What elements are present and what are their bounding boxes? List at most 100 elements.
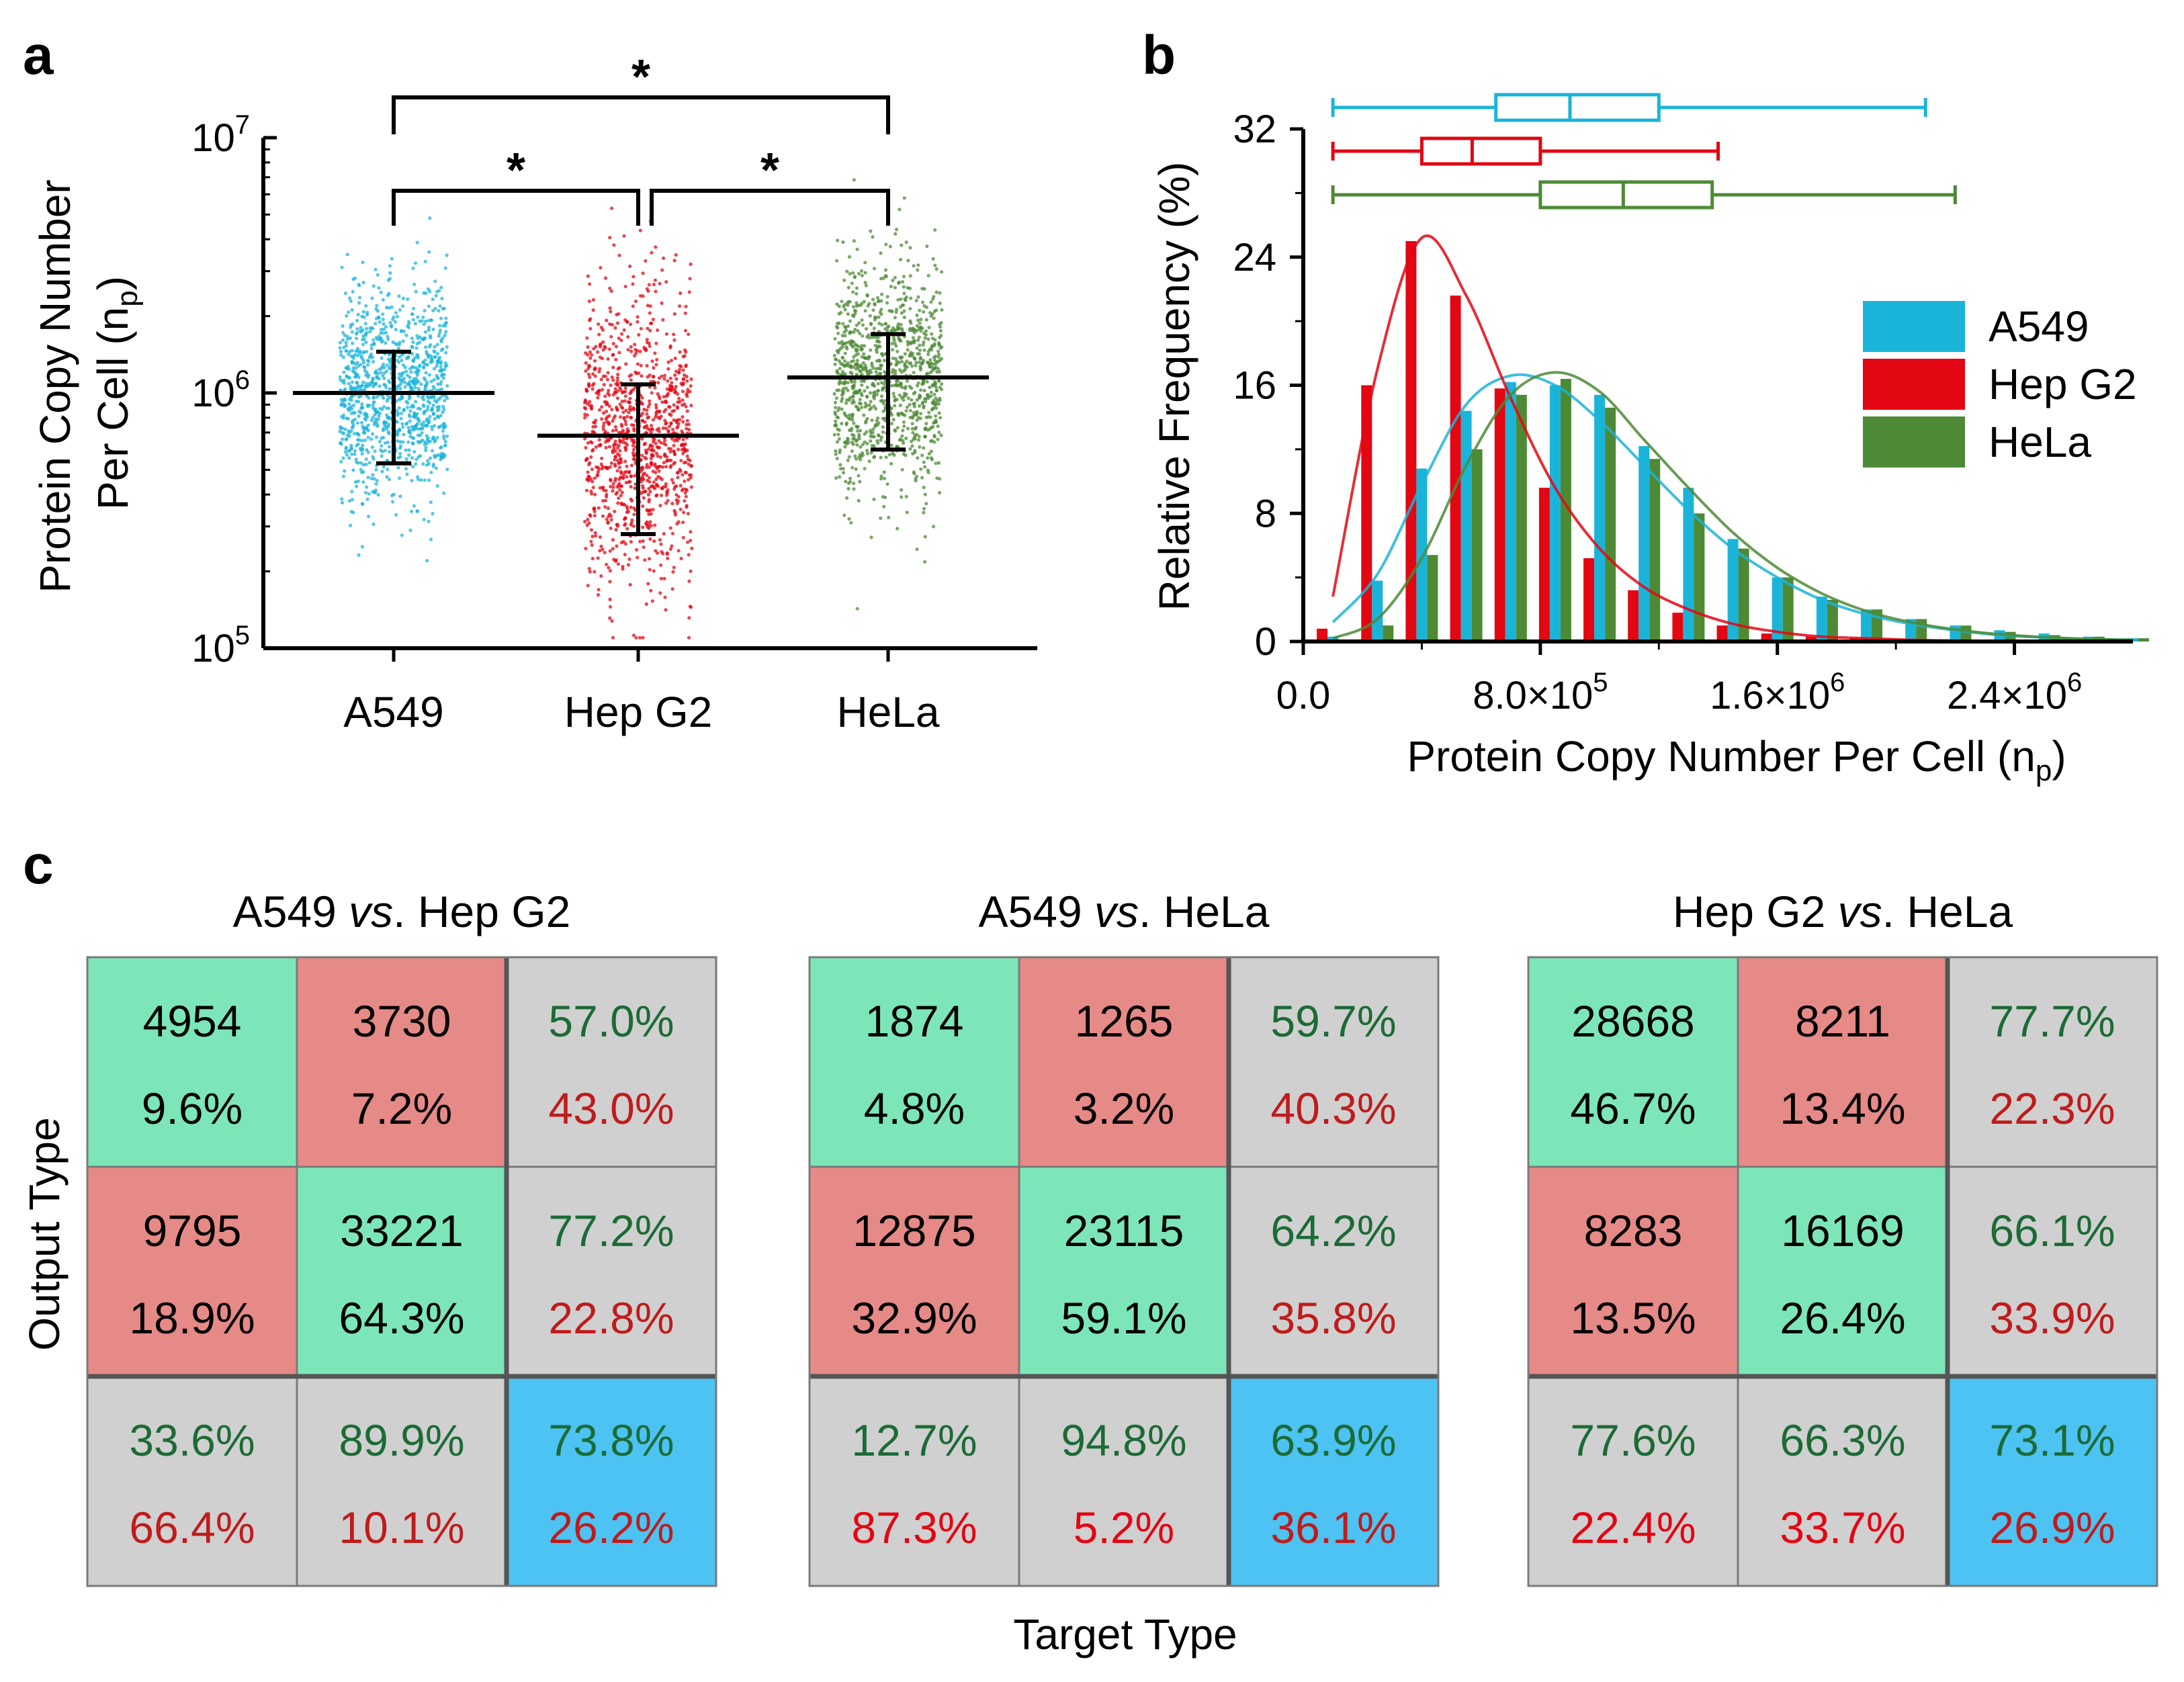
panel-a-point	[865, 449, 869, 453]
panel-a-point	[629, 463, 634, 468]
panel-a-point	[847, 517, 851, 521]
panel-a-point	[840, 355, 844, 360]
panel-a-point	[412, 425, 416, 429]
panel-a-point	[435, 343, 439, 347]
confusion-title-vs: vs	[349, 887, 393, 936]
panel-a-point	[361, 338, 365, 342]
panel-a-point	[884, 242, 888, 247]
panel-a-point	[590, 353, 594, 357]
panel-a-point	[439, 446, 443, 450]
panel-a-point	[376, 493, 380, 497]
panel-a-point	[351, 356, 356, 360]
panel-a-point	[919, 355, 923, 360]
panel-a-point	[687, 478, 691, 482]
panel-a-point	[898, 437, 902, 441]
panel-a-point	[429, 380, 433, 384]
panel-a-point	[914, 479, 918, 483]
panel-a-point	[891, 392, 896, 396]
panel-a-point	[374, 482, 378, 486]
panel-a-point	[843, 372, 847, 376]
panel-a-point	[433, 417, 437, 421]
panel-a-point	[889, 284, 893, 289]
panel-a-point	[625, 504, 629, 508]
panel-a-point	[904, 240, 908, 245]
panel-a-point	[650, 453, 654, 458]
panel-a-point	[588, 318, 592, 322]
panel-a-point	[606, 357, 610, 361]
panel-a-point	[854, 467, 858, 472]
panel-a-point	[440, 423, 444, 428]
panel-a-point	[902, 315, 906, 320]
panel-a-point	[646, 405, 650, 409]
panel-a-point	[844, 421, 848, 425]
panel-a-point	[428, 456, 433, 460]
panel-a-point	[929, 314, 933, 318]
panel-a-point	[354, 337, 359, 341]
panel-a-point	[899, 356, 903, 360]
confusion-cell-green	[1737, 1165, 1949, 1378]
panel-a-point	[356, 312, 360, 316]
panel-a-point	[379, 371, 383, 375]
panel-a-point	[909, 341, 914, 345]
panel-a-point	[634, 299, 638, 304]
panel-a-point	[840, 342, 844, 346]
confusion-cell-red	[808, 1165, 1020, 1378]
panel-a-point	[375, 478, 379, 483]
panel-a-point	[433, 439, 437, 444]
panel-a-point	[932, 392, 936, 396]
panel-a-point	[344, 344, 349, 348]
panel-a-point	[387, 477, 392, 482]
panel-a-point	[374, 322, 378, 326]
panel-a-point	[648, 344, 652, 348]
panel-a-point	[390, 257, 394, 261]
panel-a-point	[623, 459, 627, 463]
panel-b-bar-hela	[1516, 394, 1527, 641]
panel-a-point	[938, 301, 942, 305]
panel-a-point	[612, 447, 616, 451]
panel-a-point	[929, 300, 933, 304]
panel-a-point	[439, 373, 444, 378]
panel-a-point	[924, 333, 928, 337]
panel-a-point	[937, 411, 941, 415]
panel-a-point	[840, 333, 844, 338]
panel-a-point	[367, 492, 371, 496]
panel-a-point	[666, 367, 670, 371]
panel-b-bar-hela	[1471, 449, 1483, 641]
confusion-cell-percent: 26.4%	[1780, 1293, 1905, 1343]
panel-a-point	[371, 378, 375, 382]
panel-a-point	[863, 380, 867, 384]
panel-a-point	[644, 489, 648, 494]
panel-a-point	[689, 473, 693, 477]
panel-a-point	[841, 240, 845, 245]
panel-a-point	[424, 445, 428, 450]
panel-a-point	[867, 302, 871, 306]
panel-a-point	[445, 384, 449, 388]
panel-a-point	[590, 468, 595, 472]
panel-a-point	[351, 468, 355, 472]
panel-a-point	[932, 343, 936, 347]
panel-a-point	[681, 420, 685, 424]
panel-a-point	[398, 440, 402, 444]
panel-a-point	[919, 467, 923, 471]
panel-a-point	[430, 425, 434, 429]
panel-a-point	[668, 376, 672, 380]
panel-a-point	[621, 502, 625, 506]
panel-a-point	[918, 308, 922, 312]
confusion-cell-percent: 9.6%	[142, 1083, 243, 1133]
panel-a-point	[609, 310, 613, 314]
confusion-cell-value: 66.1%	[1989, 1206, 2115, 1255]
panel-a-point	[623, 552, 627, 557]
panel-a-point	[874, 316, 878, 320]
panel-a-point	[397, 294, 401, 298]
panel-a-point	[609, 526, 613, 531]
panel-a-point	[882, 382, 886, 386]
panel-a-point	[408, 375, 412, 380]
panel-a-point	[833, 362, 837, 366]
panel-a-point	[676, 422, 681, 426]
panel-a-point	[605, 466, 609, 470]
panel-a-point	[351, 290, 355, 294]
panel-a-point	[629, 378, 633, 382]
panel-a-point	[617, 466, 622, 470]
panel-a-point	[357, 409, 361, 414]
panel-a-point	[669, 463, 673, 468]
